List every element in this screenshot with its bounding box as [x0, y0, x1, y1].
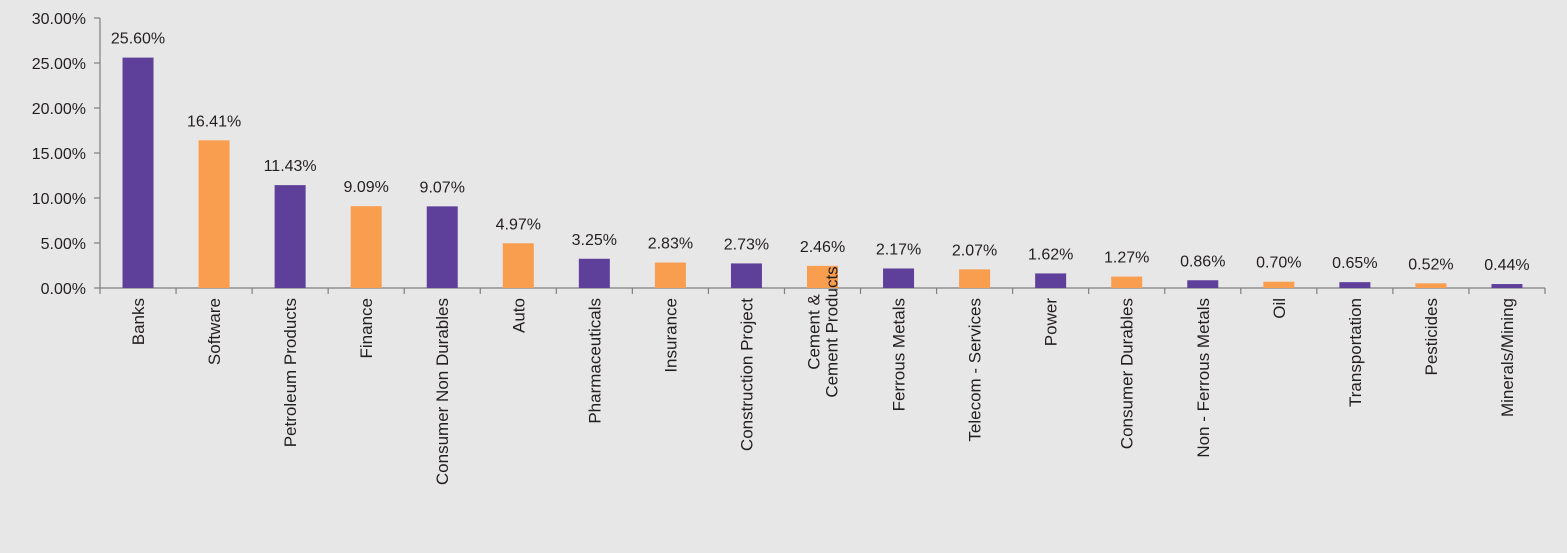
- bar: [1035, 273, 1067, 288]
- x-category-label: Ferrous Metals: [890, 298, 909, 411]
- x-category-label: Consumer Non Durables: [433, 298, 452, 485]
- y-tick-label: 30.00%: [32, 11, 86, 28]
- bar: [350, 206, 382, 288]
- bar: [122, 57, 154, 288]
- bar: [654, 262, 686, 288]
- x-category-label: Construction Project: [737, 298, 756, 451]
- data-label: 0.86%: [1180, 253, 1225, 270]
- data-label: 9.07%: [420, 179, 465, 196]
- data-label: 0.44%: [1484, 257, 1529, 274]
- bar: [578, 258, 610, 288]
- x-category-label: Software: [205, 298, 224, 365]
- x-category-label: Minerals/Mining: [1498, 298, 1517, 417]
- bar: [959, 269, 991, 288]
- y-tick-label: 15.00%: [32, 146, 86, 163]
- data-label: 1.27%: [1104, 250, 1149, 267]
- y-tick-label: 0.00%: [41, 281, 86, 298]
- x-category-label: Pharmaceuticals: [585, 298, 604, 424]
- y-tick-label: 5.00%: [41, 236, 86, 253]
- data-label: 0.70%: [1256, 255, 1301, 272]
- data-label: 2.07%: [952, 242, 997, 259]
- data-label: 2.83%: [648, 236, 693, 253]
- data-label: 9.09%: [343, 179, 388, 196]
- bar: [1263, 281, 1295, 288]
- x-category-label: Telecom - Services: [966, 298, 985, 442]
- y-tick-label: 25.00%: [32, 56, 86, 73]
- data-label: 11.43%: [264, 158, 317, 175]
- y-tick-label: 20.00%: [32, 101, 86, 118]
- bar: [1187, 280, 1219, 288]
- data-label: 3.25%: [572, 232, 617, 249]
- x-category-label: Insurance: [661, 298, 680, 373]
- bar: [274, 185, 306, 288]
- x-category-label: Cement &Cement Products: [805, 266, 842, 397]
- x-category-label: Oil: [1270, 298, 1289, 319]
- bar: [730, 263, 762, 288]
- x-category-label: Power: [1042, 298, 1061, 347]
- data-label: 2.73%: [724, 236, 769, 253]
- data-label: 0.52%: [1408, 256, 1453, 273]
- bar: [1415, 283, 1447, 288]
- x-category-label: Transportation: [1346, 298, 1365, 407]
- x-category-label: Banks: [129, 298, 148, 345]
- bar: [883, 268, 915, 288]
- x-category-label: Petroleum Products: [281, 298, 300, 447]
- y-tick-label: 10.00%: [32, 191, 86, 208]
- data-label: 25.60%: [111, 31, 165, 48]
- x-category-label: Auto: [509, 298, 528, 333]
- data-label: 1.62%: [1028, 246, 1073, 263]
- bar: [1491, 284, 1523, 288]
- x-category-label: Pesticides: [1422, 298, 1441, 375]
- data-label: 2.46%: [800, 239, 845, 256]
- x-category-label: Consumer Durables: [1118, 298, 1137, 449]
- data-label: 0.65%: [1332, 255, 1377, 272]
- bar: [1339, 282, 1371, 288]
- bar: [502, 243, 534, 288]
- bar: [807, 265, 838, 288]
- data-label: 4.97%: [496, 216, 541, 233]
- data-label: 16.41%: [187, 113, 241, 130]
- x-category-label: Finance: [357, 298, 376, 358]
- bar: [1111, 276, 1143, 288]
- bar: [426, 206, 458, 288]
- bar: [198, 140, 230, 288]
- x-category-label: Non - Ferrous Metals: [1194, 298, 1213, 458]
- data-label: 2.17%: [876, 241, 921, 258]
